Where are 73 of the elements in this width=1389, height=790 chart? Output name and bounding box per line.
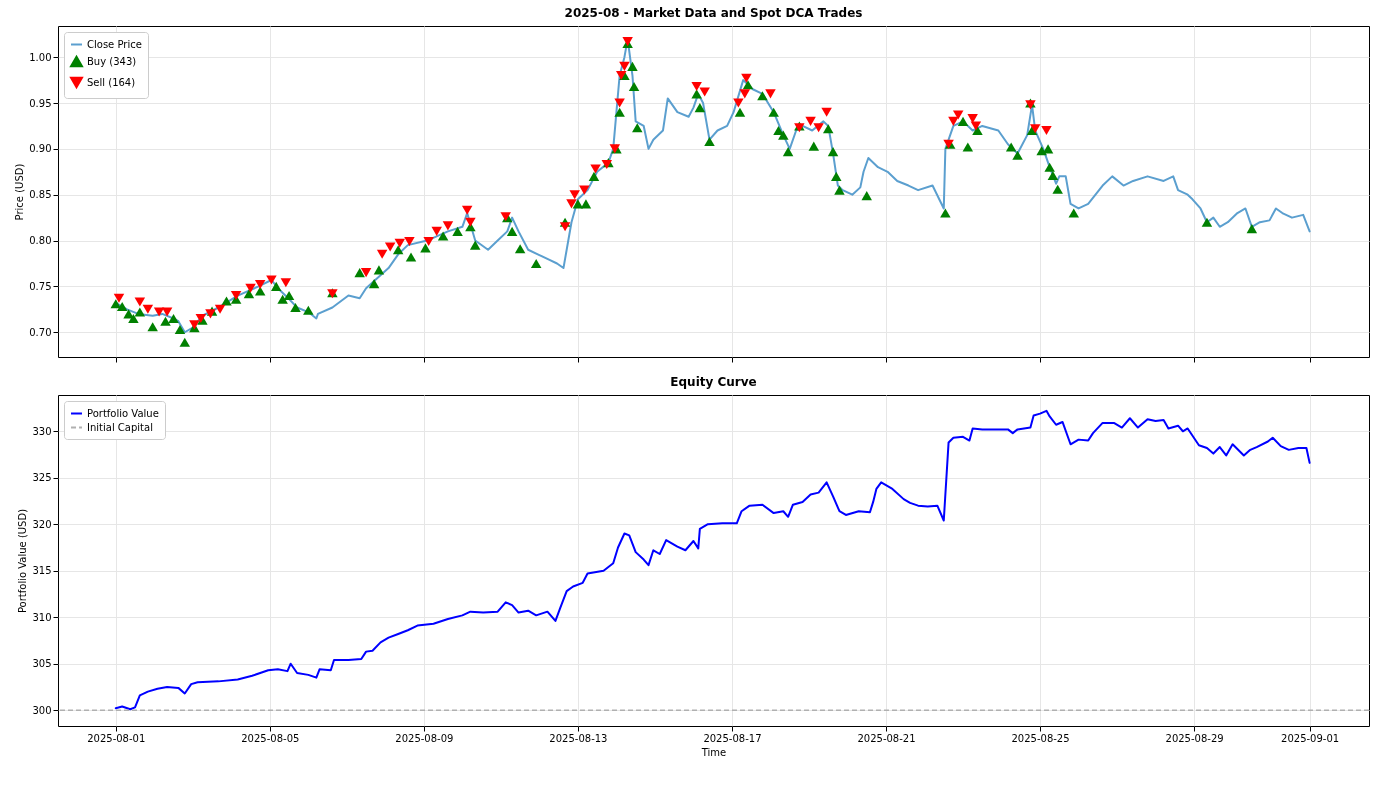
- x-tick-label: 2025-08-25: [1011, 732, 1070, 744]
- x-tick-label: 2025-08-13: [549, 732, 608, 744]
- x-tick-label: 2025-08-21: [857, 732, 916, 744]
- point: [266, 275, 277, 285]
- point: [739, 89, 751, 99]
- point: [970, 121, 982, 131]
- y-tick-label: 315: [32, 565, 52, 577]
- y-tick-label: 325: [32, 472, 52, 484]
- point: [376, 249, 388, 259]
- y-tick-label: 330: [32, 425, 52, 437]
- legend-label: Close Price: [87, 38, 142, 50]
- y-tick-label: 310: [32, 611, 52, 623]
- x-tick-label: 2025-08-29: [1165, 732, 1224, 744]
- point: [566, 199, 577, 209]
- legend-label: Portfolio Value: [87, 407, 159, 419]
- point: [619, 61, 630, 71]
- point: [113, 293, 125, 303]
- x-axis-title: Time: [700, 746, 727, 758]
- y-tick-label: 305: [32, 658, 52, 670]
- y-tick-label: 300: [32, 704, 52, 716]
- y-tick-label: 0.85: [29, 189, 52, 201]
- y-tick-label: 0.80: [29, 235, 52, 247]
- point: [691, 81, 702, 92]
- chart-title: 2025-08 - Market Data and Spot DCA Trades: [564, 6, 863, 20]
- point: [431, 226, 442, 236]
- x-tick-label: 2025-08-09: [395, 732, 454, 744]
- y-tick-label: 0.75: [29, 280, 52, 292]
- point: [733, 98, 744, 108]
- y-tick-label: 320: [32, 518, 52, 530]
- y-tick-label: 0.70: [29, 326, 52, 338]
- point: [699, 87, 710, 97]
- point: [579, 185, 590, 195]
- point: [280, 278, 292, 288]
- point: [442, 221, 454, 231]
- x-tick-label: 2025-09-01: [1281, 732, 1340, 744]
- point: [821, 107, 832, 117]
- point: [765, 89, 776, 99]
- point: [559, 222, 571, 232]
- y-tick-label: 1.00: [29, 51, 52, 63]
- point: [948, 116, 959, 126]
- point: [384, 242, 396, 252]
- legend-label: Sell (164): [87, 76, 136, 88]
- point: [813, 123, 824, 133]
- y-axis-title: Portfolio Value (USD): [17, 508, 29, 614]
- x-tick-label: 2025-08-17: [703, 732, 762, 744]
- point: [423, 236, 434, 247]
- point: [1041, 125, 1052, 136]
- legend-label: Buy (343): [87, 55, 137, 67]
- point: [805, 116, 816, 126]
- point: [615, 70, 627, 81]
- point: [142, 304, 154, 314]
- point: [134, 297, 146, 307]
- y-axis-title: Price (USD): [14, 163, 26, 221]
- legend-label: Initial Capital: [87, 421, 153, 433]
- x-tick-label: 2025-08-05: [241, 732, 300, 744]
- point: [465, 217, 476, 227]
- point: [569, 190, 580, 200]
- y-tick-label: 0.90: [29, 143, 52, 155]
- point: [741, 73, 752, 83]
- point: [404, 236, 415, 247]
- point: [394, 238, 406, 248]
- point: [161, 307, 173, 317]
- point: [360, 268, 372, 278]
- point: [952, 110, 964, 120]
- point: [614, 98, 625, 108]
- chart-title: Equity Curve: [670, 375, 757, 389]
- y-tick-label: 0.95: [29, 97, 52, 109]
- point: [461, 205, 473, 215]
- point: [245, 283, 256, 293]
- point: [214, 304, 226, 314]
- point: [254, 280, 266, 290]
- point: [590, 164, 601, 174]
- x-tick-label: 2025-08-01: [87, 732, 146, 744]
